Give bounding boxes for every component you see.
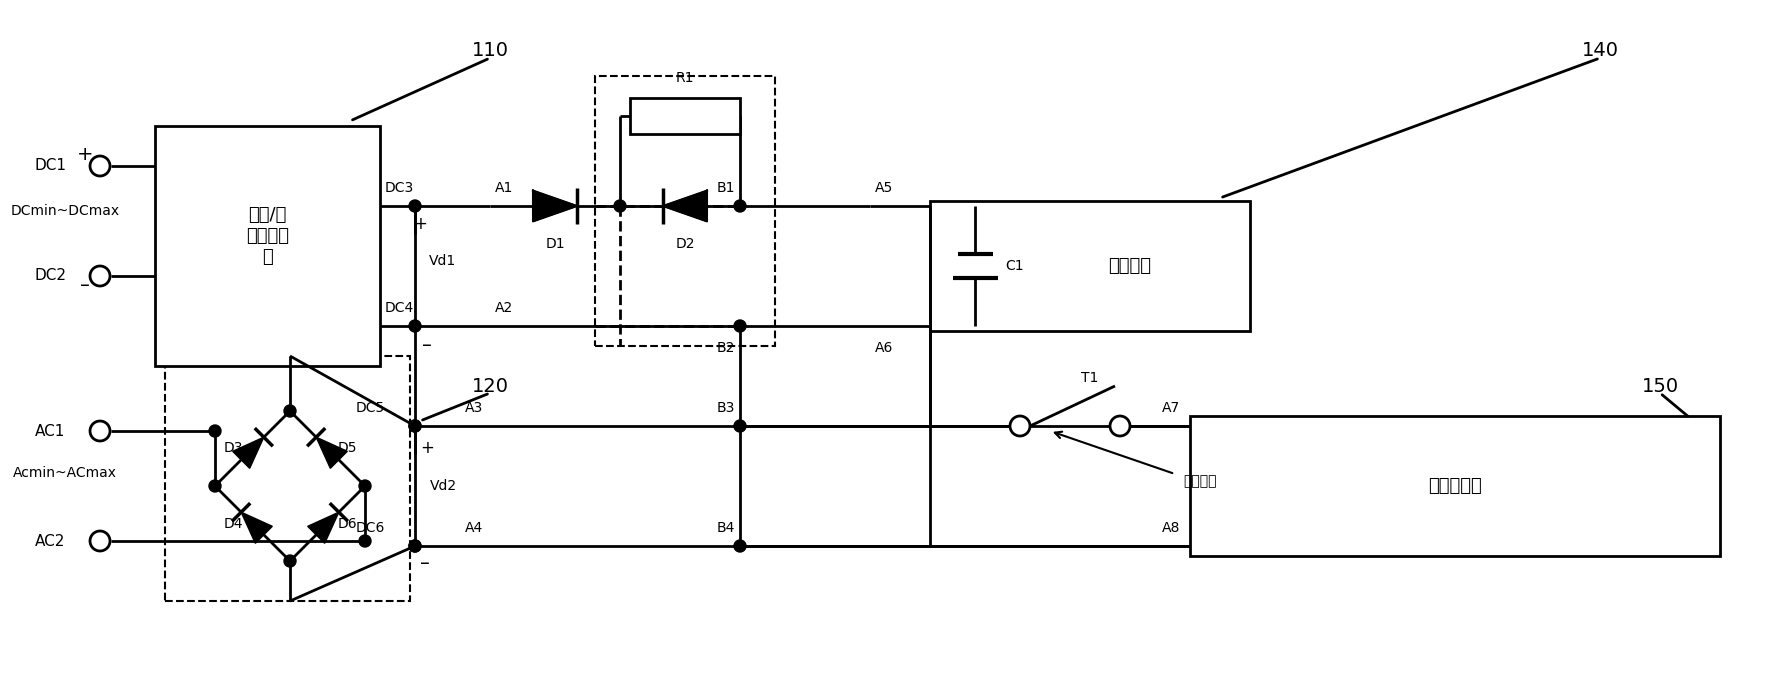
- Text: DC5: DC5: [355, 401, 384, 415]
- Text: Vd1: Vd1: [430, 254, 457, 268]
- Text: DC4: DC4: [386, 301, 414, 315]
- Circle shape: [409, 540, 421, 552]
- Text: D1: D1: [544, 237, 564, 251]
- Circle shape: [359, 480, 371, 492]
- Circle shape: [1110, 416, 1130, 436]
- Bar: [155, 126, 380, 366]
- Text: Acmin~ACmax: Acmin~ACmax: [12, 466, 118, 480]
- Polygon shape: [232, 437, 264, 468]
- Text: B2: B2: [716, 341, 735, 355]
- Polygon shape: [662, 191, 707, 221]
- Polygon shape: [241, 512, 273, 544]
- Circle shape: [209, 425, 221, 437]
- Text: AC1: AC1: [36, 423, 66, 438]
- Text: DCmin~DCmax: DCmin~DCmax: [11, 204, 120, 218]
- Circle shape: [614, 200, 627, 212]
- Text: R1: R1: [677, 71, 694, 85]
- Text: A3: A3: [466, 401, 484, 415]
- Circle shape: [89, 531, 111, 551]
- Text: +: +: [419, 439, 434, 457]
- Text: 120: 120: [471, 377, 509, 395]
- Text: A6: A6: [875, 341, 892, 355]
- Text: A1: A1: [494, 181, 514, 195]
- Text: –: –: [80, 276, 89, 296]
- Text: D3: D3: [223, 441, 243, 455]
- Text: DC1: DC1: [34, 159, 66, 173]
- Circle shape: [409, 200, 421, 212]
- Circle shape: [359, 535, 371, 547]
- Circle shape: [284, 555, 296, 567]
- Text: A4: A4: [466, 521, 484, 535]
- Circle shape: [209, 480, 221, 492]
- Text: Vd2: Vd2: [430, 479, 457, 493]
- Polygon shape: [534, 191, 577, 221]
- Circle shape: [734, 540, 746, 552]
- Text: 控制信号: 控制信号: [1183, 474, 1217, 488]
- Text: AC2: AC2: [36, 534, 66, 548]
- Text: T1: T1: [1082, 371, 1100, 385]
- Bar: [930, 201, 1250, 331]
- Circle shape: [734, 320, 746, 332]
- Circle shape: [409, 420, 421, 432]
- Text: 接触器线包: 接触器线包: [1428, 477, 1482, 495]
- Bar: [594, 76, 775, 346]
- Circle shape: [409, 540, 421, 552]
- Text: 110: 110: [471, 42, 509, 61]
- Text: C1: C1: [1005, 259, 1023, 273]
- Text: A8: A8: [1162, 521, 1180, 535]
- Text: DC3: DC3: [386, 181, 414, 195]
- Circle shape: [89, 156, 111, 176]
- Text: D5: D5: [337, 441, 357, 455]
- Text: B1: B1: [716, 181, 735, 195]
- Text: 140: 140: [1582, 42, 1619, 61]
- Polygon shape: [316, 437, 348, 468]
- Text: 150: 150: [1642, 377, 1678, 395]
- Circle shape: [89, 421, 111, 441]
- Text: –: –: [419, 555, 430, 574]
- Circle shape: [409, 420, 421, 432]
- Circle shape: [734, 200, 746, 212]
- Circle shape: [1010, 416, 1030, 436]
- Text: D4: D4: [223, 517, 243, 531]
- Text: 直流/直
流转换单
元: 直流/直 流转换单 元: [246, 206, 289, 266]
- Circle shape: [734, 420, 746, 432]
- Bar: [630, 98, 741, 134]
- Text: +: +: [77, 145, 93, 164]
- Text: DC2: DC2: [34, 269, 66, 283]
- Circle shape: [409, 320, 421, 332]
- Text: +: +: [412, 215, 427, 233]
- Text: B4: B4: [716, 521, 735, 535]
- Polygon shape: [307, 512, 339, 544]
- Text: –: –: [421, 336, 432, 356]
- Text: D6: D6: [337, 517, 357, 531]
- Text: A2: A2: [494, 301, 514, 315]
- Circle shape: [284, 405, 296, 417]
- Text: B3: B3: [716, 401, 735, 415]
- Text: D2: D2: [675, 237, 694, 251]
- Text: A5: A5: [875, 181, 892, 195]
- Text: 储能单元: 储能单元: [1108, 257, 1151, 275]
- Circle shape: [89, 266, 111, 286]
- Text: DC6: DC6: [355, 521, 386, 535]
- Text: A7: A7: [1162, 401, 1180, 415]
- Bar: [164, 356, 411, 601]
- Bar: [1191, 416, 1721, 556]
